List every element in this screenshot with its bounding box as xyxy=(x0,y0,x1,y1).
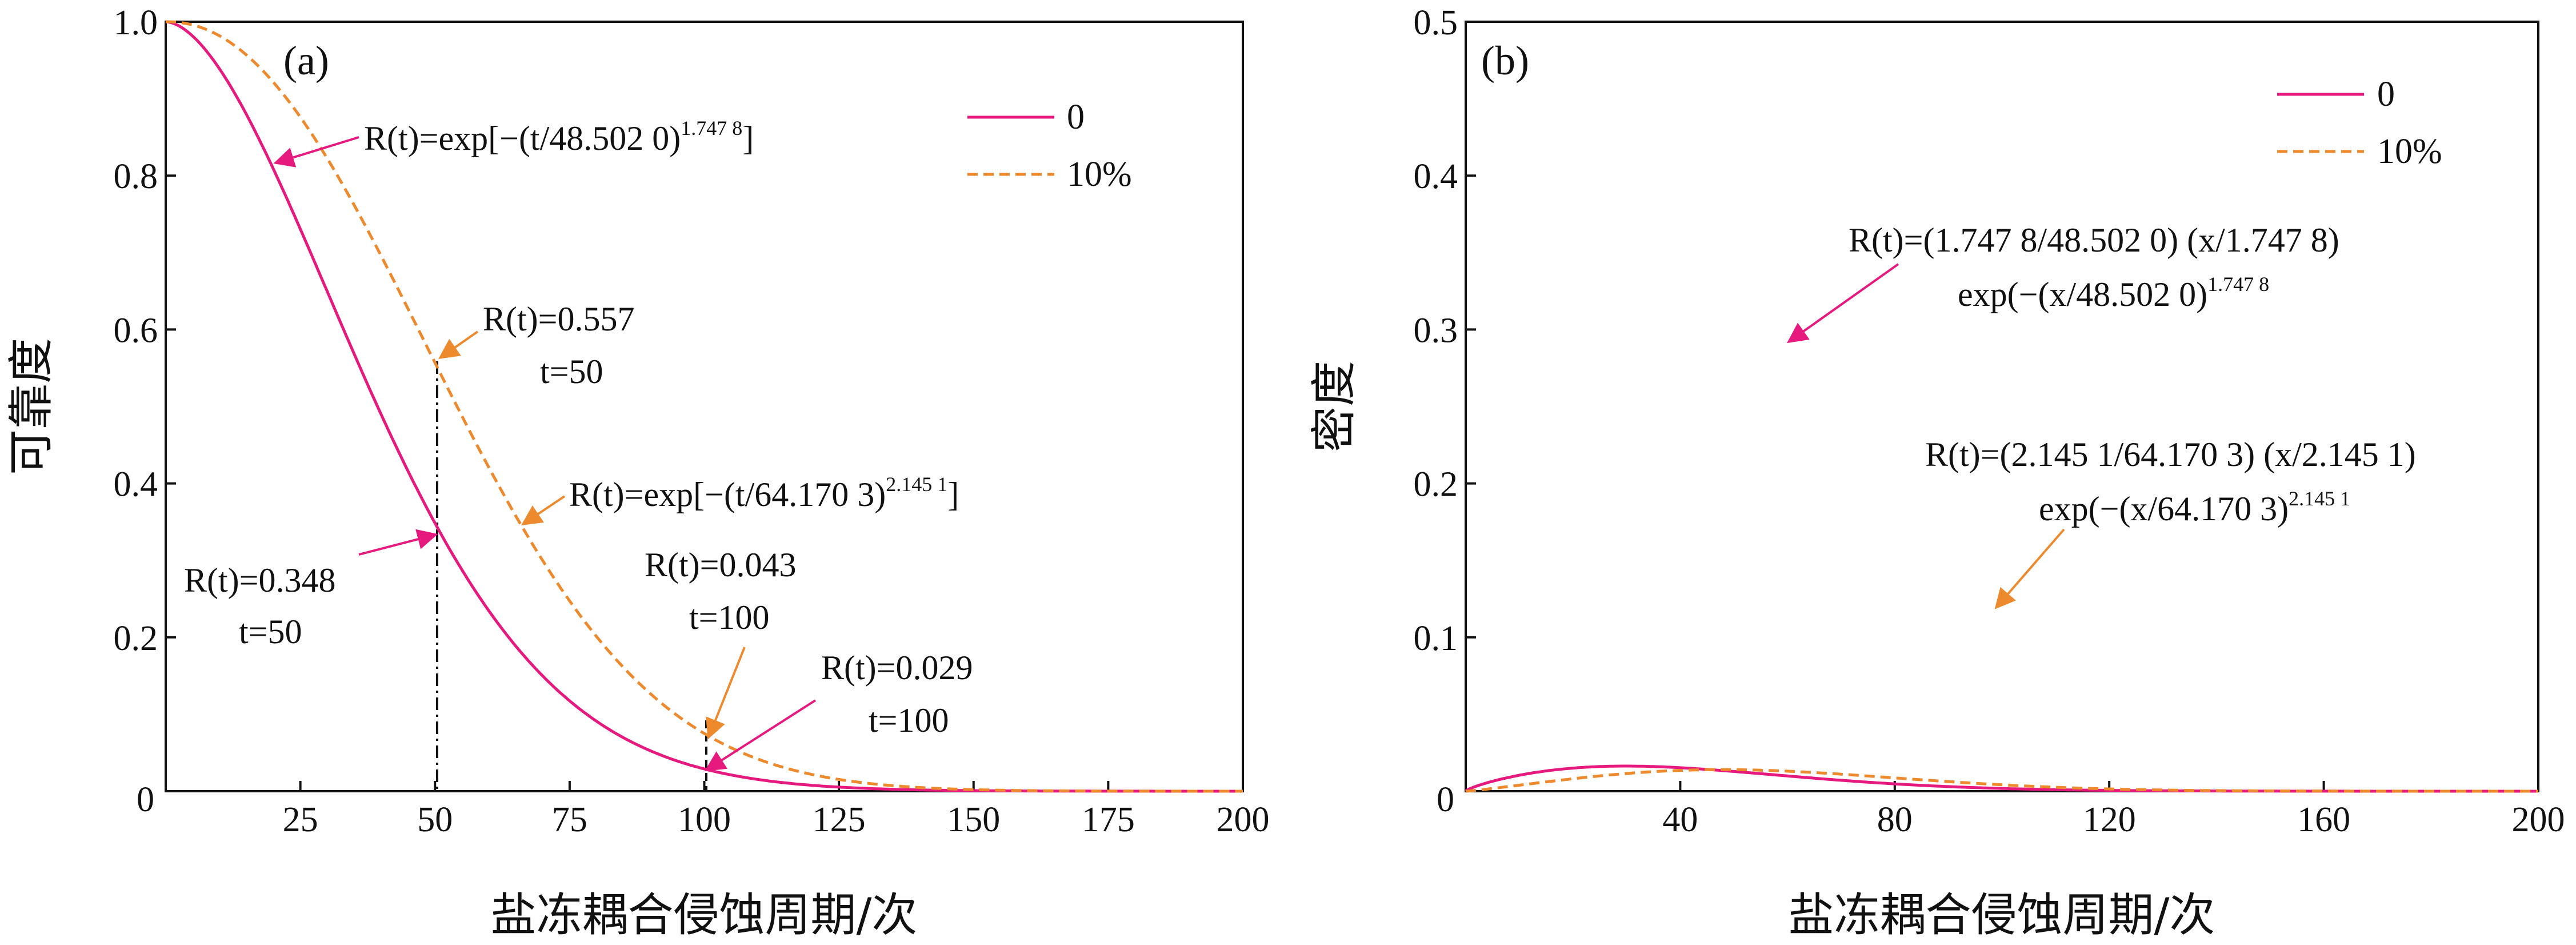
annotation-p1-line2: t=50 xyxy=(540,353,603,390)
x-tick-label: 75 xyxy=(552,800,587,839)
y-tick-label: 0.2 xyxy=(1414,465,1458,504)
x-tick-label: 160 xyxy=(2297,800,2350,839)
annotation-density-eq-0-exp: 1.747 8 xyxy=(2207,273,2269,296)
x-tick-label: 200 xyxy=(2512,800,2565,839)
x-tick-label: 0 xyxy=(137,780,154,819)
annotation-eq-0: R(t)=exp[−(t/48.502 0)1.747 8] xyxy=(364,117,754,157)
x-tick-label: 200 xyxy=(1217,800,1270,839)
legend-label-10pct-b: 10% xyxy=(2377,132,2442,171)
annotation-density-eq-10pct-exp: 2.145 1 xyxy=(2289,487,2350,510)
annotation-eq-10pct-main: R(t)=exp[−(t/64.170 3) xyxy=(569,476,886,513)
annotation-density-eq-10pct-main: exp(−(x/64.170 3) xyxy=(2039,490,2289,528)
annotation-arrow-eq-0 xyxy=(273,136,359,168)
annotation-p3-line1: R(t)=0.043 xyxy=(645,546,797,584)
y-tick-label: 1.0 xyxy=(114,3,158,42)
annotation-density-eq-10pct-line2: exp(−(x/64.170 3)2.145 1 xyxy=(2039,487,2350,528)
annotation-arrow-p2 xyxy=(358,529,438,556)
panel-b-ticks: 0 40 80 120 160 200 0.1 0.2 0.3 0.4 0.5 xyxy=(1414,3,2565,839)
annotation-p2-line2: t=50 xyxy=(239,613,302,651)
series-line-10pct-density xyxy=(1465,768,2538,793)
y-tick-label: 0.2 xyxy=(114,619,158,658)
x-tick-label: 0 xyxy=(1437,780,1454,819)
series-line-10pct-reliability xyxy=(166,20,1243,793)
annotation-arrow-p4 xyxy=(704,699,817,771)
panel-a-ylabel: 可靠度 xyxy=(5,338,58,475)
annotation-eq-0-main: R(t)=exp[−(t/48.502 0) xyxy=(364,119,681,157)
annotation-eq-0-exp: 1.747 8 xyxy=(681,117,742,139)
legend-label-0-b: 0 xyxy=(2377,75,2395,114)
annotation-arrow-density-10pct xyxy=(1994,528,2065,609)
annotation-arrow-eq-10pct xyxy=(521,495,566,526)
panel-a-ticks: 0 25 50 75 100 125 150 175 200 0.2 0.4 0.6 0.8 1.0 xyxy=(114,3,1270,839)
legend-label-0: 0 xyxy=(1067,98,1085,137)
x-tick-label: 50 xyxy=(417,800,453,839)
x-tick-label: 175 xyxy=(1082,800,1135,839)
annotation-density-eq-0-main: exp(−(x/48.502 0) xyxy=(1958,276,2207,313)
panel-b-legend: 0 10% xyxy=(2277,75,2442,171)
y-tick-label: 0.4 xyxy=(1414,157,1458,196)
annotation-p4-line1: R(t)=0.029 xyxy=(821,649,973,687)
x-tick-label: 100 xyxy=(678,800,731,839)
panel-a: 0 25 50 75 100 125 150 175 200 0.2 0.4 0.6 0.8 1.0 (a… xyxy=(5,3,1270,942)
series-line-0-density xyxy=(1465,764,2538,793)
panel-a-label: (a) xyxy=(283,38,329,83)
y-tick-label: 0.5 xyxy=(1414,3,1458,42)
x-tick-label: 40 xyxy=(1662,800,1698,839)
x-tick-label: 150 xyxy=(947,800,1000,839)
panel-b-xlabel: 盐冻耦合侵蚀周期/次 xyxy=(1789,888,2215,942)
annotation-eq-0-close: ] xyxy=(742,119,754,157)
annotation-arrow-p3 xyxy=(706,647,746,740)
panel-a-xlabel: 盐冻耦合侵蚀周期/次 xyxy=(491,888,918,942)
annotation-eq-10pct: R(t)=exp[−(t/64.170 3)2.145 1] xyxy=(569,473,959,513)
x-tick-label: 80 xyxy=(1877,800,1913,839)
y-tick-label: 0.4 xyxy=(114,465,158,504)
y-tick-label: 0.3 xyxy=(1414,311,1458,350)
annotation-p2-line1: R(t)=0.348 xyxy=(184,561,336,599)
x-tick-label: 25 xyxy=(283,800,318,839)
x-tick-label: 120 xyxy=(2083,800,2136,839)
annotation-eq-10pct-close: ] xyxy=(947,476,959,513)
annotation-p1-line1: R(t)=0.557 xyxy=(483,300,635,338)
legend-label-10pct: 10% xyxy=(1067,155,1132,194)
y-tick-label: 0.8 xyxy=(114,157,158,196)
y-tick-label: 0.1 xyxy=(1414,619,1458,658)
panel-a-legend: 0 10% xyxy=(967,98,1132,194)
annotation-density-eq-0-line1: R(t)=(1.747 8/48.502 0) (x/1.747 8) xyxy=(1849,221,2339,259)
y-tick-label: 0.6 xyxy=(114,311,158,350)
x-tick-label: 125 xyxy=(813,800,866,839)
annotation-p4-line2: t=100 xyxy=(869,701,949,739)
annotation-eq-10pct-exp: 2.145 1 xyxy=(886,473,947,496)
annotation-arrow-density-0 xyxy=(1787,263,1899,344)
annotation-density-eq-0-line2: exp(−(x/48.502 0)1.747 8 xyxy=(1958,273,2269,313)
panel-b-frame xyxy=(1465,21,2539,792)
panel-b-ylabel: 密度 xyxy=(1307,361,1361,452)
annotation-p3-line2: t=100 xyxy=(689,599,770,636)
annotation-arrow-p1 xyxy=(438,330,479,360)
panel-b-label: (b) xyxy=(1481,38,1529,83)
annotation-density-eq-10pct-line1: R(t)=(2.145 1/64.170 3) (x/2.145 1) xyxy=(1925,436,2416,473)
